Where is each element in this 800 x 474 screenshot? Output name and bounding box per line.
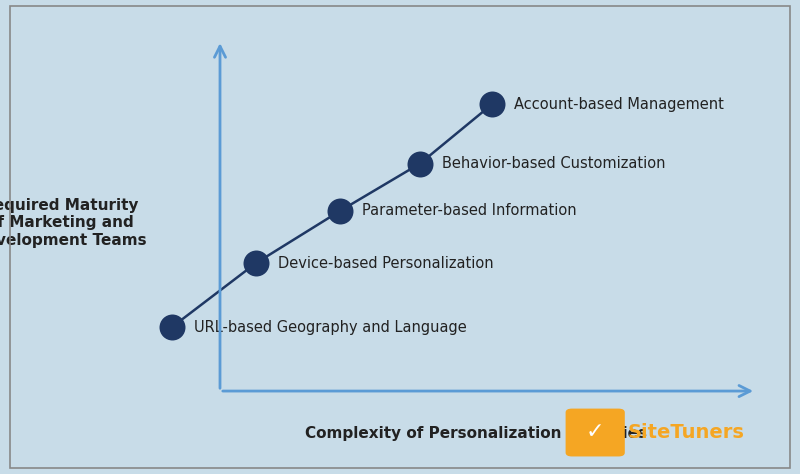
Text: Required Maturity
of Marketing and
Development Teams: Required Maturity of Marketing and Devel…: [0, 198, 147, 248]
Text: Parameter-based Information: Parameter-based Information: [362, 203, 577, 219]
Point: [166, 323, 178, 331]
Text: Behavior-based Customization: Behavior-based Customization: [442, 156, 666, 171]
Text: ✓: ✓: [586, 422, 605, 443]
Text: URL-based Geography and Language: URL-based Geography and Language: [194, 319, 467, 335]
Point: [334, 207, 346, 215]
Text: Account-based Management: Account-based Management: [514, 97, 724, 112]
Point: [486, 100, 498, 108]
Text: SiteTuners: SiteTuners: [628, 423, 745, 442]
Text: Device-based Personalization: Device-based Personalization: [278, 255, 494, 271]
Point: [414, 160, 426, 167]
Point: [250, 259, 262, 267]
FancyBboxPatch shape: [566, 409, 625, 456]
Text: Complexity of Personalization Activities: Complexity of Personalization Activities: [305, 426, 647, 441]
